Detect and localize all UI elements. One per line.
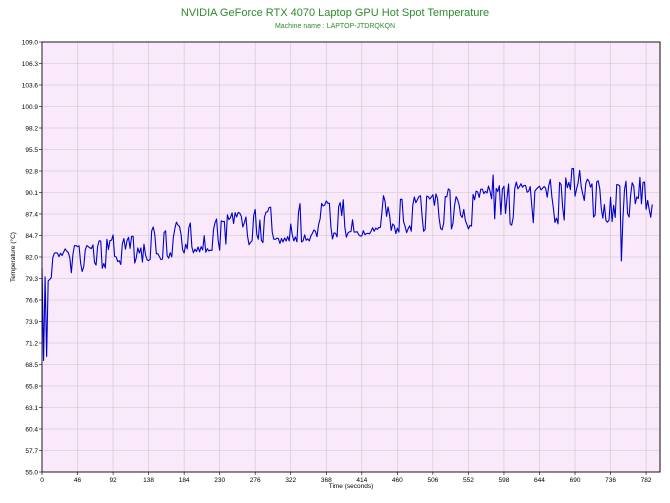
y-tick-label: 87.4: [25, 211, 38, 218]
y-tick-label: 98.2: [25, 125, 38, 132]
x-tick-label: 736: [605, 477, 616, 484]
y-tick-label: 60.4: [25, 426, 38, 433]
x-tick-label: 598: [499, 477, 510, 484]
y-tick-label: 71.2: [25, 340, 38, 347]
chart-title: NVIDIA GeForce RTX 4070 Laptop GPU Hot S…: [181, 7, 489, 19]
y-tick-label: 90.1: [25, 190, 38, 197]
x-tick-label: 644: [534, 477, 545, 484]
x-tick-label: 460: [392, 477, 403, 484]
y-tick-label: 57.7: [25, 448, 38, 455]
y-tick-label: 68.5: [25, 362, 38, 369]
x-tick-label: 0: [40, 477, 44, 484]
x-tick-label: 552: [463, 477, 474, 484]
x-tick-label: 92: [109, 477, 117, 484]
x-axis-ticks: 0 46 92 138 184 230 276 322 368 414 460 506 552 598 64…: [40, 472, 652, 484]
x-tick-label: 46: [74, 477, 82, 484]
temperature-series-line: [41, 167, 653, 362]
y-tick-label: 84.7: [25, 233, 38, 240]
plot-border: [41, 41, 661, 473]
y-tick-label: 63.1: [25, 405, 38, 412]
y-tick-label: 103.6: [22, 82, 39, 89]
x-tick-label: 322: [285, 477, 296, 484]
x-tick-label: 184: [179, 477, 190, 484]
x-axis-title: Time (seconds): [329, 483, 374, 490]
x-tick-label: 782: [641, 477, 652, 484]
y-tick-label: 100.9: [22, 104, 39, 111]
y-tick-label: 92.8: [25, 168, 38, 175]
y-tick-label: 106.3: [22, 61, 39, 68]
x-tick-label: 230: [214, 477, 225, 484]
y-tick-label: 76.6: [25, 297, 38, 304]
chart-subtitle: Machine name : LAPTOP-JTDRQKQN: [275, 23, 395, 30]
y-tick-label: 79.3: [25, 276, 38, 283]
x-tick-label: 368: [321, 477, 332, 484]
y-axis-ticks: 55.0 57.7 60.4 63.1 65.8 68.5 71.2 73.9 76.6 79.3…: [22, 39, 42, 476]
series-group: [41, 167, 653, 362]
x-tick-label: 414: [356, 477, 367, 484]
x-tick-label: 138: [143, 477, 154, 484]
y-tick-label: 73.9: [25, 319, 38, 326]
y-tick-label: 109.0: [22, 39, 39, 46]
x-tick-label: 690: [570, 477, 581, 484]
y-axis-title: Temperature (°C): [9, 232, 17, 282]
y-tick-label: 82.0: [25, 254, 38, 261]
y-tick-label: 95.5: [25, 147, 38, 154]
y-tick-label: 55.0: [25, 469, 38, 476]
x-tick-label: 506: [427, 477, 438, 484]
x-tick-label: 276: [250, 477, 261, 484]
y-tick-label: 65.8: [25, 383, 38, 390]
